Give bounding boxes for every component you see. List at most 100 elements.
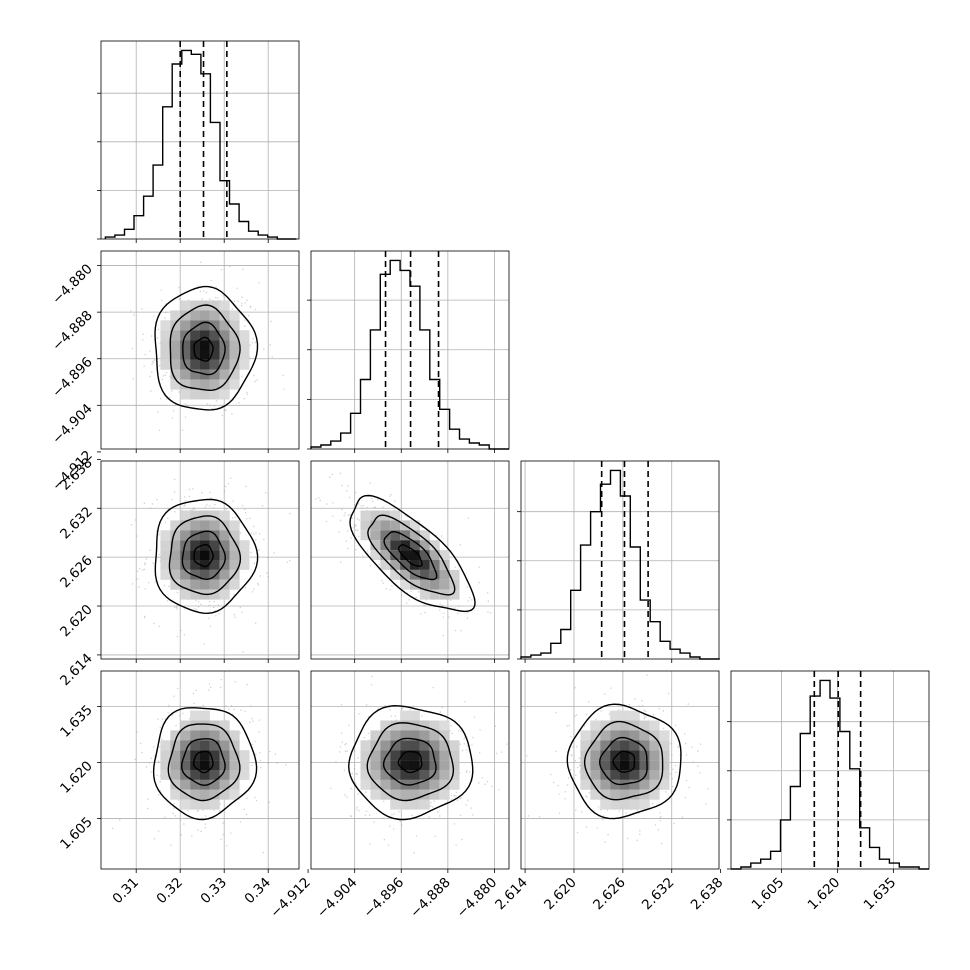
density-cell — [200, 379, 210, 390]
density-cell — [170, 750, 181, 761]
density-cell — [410, 720, 420, 731]
histogram-step-line — [310, 259, 509, 450]
density-cell — [209, 300, 220, 311]
density-cell — [429, 540, 440, 551]
density-cell — [639, 760, 650, 770]
density-cell — [360, 750, 371, 761]
density-cell — [180, 300, 191, 311]
density-cell — [209, 320, 220, 331]
density-cell — [390, 560, 401, 570]
density-cell — [239, 340, 250, 350]
density-cell — [380, 520, 391, 531]
density-cell — [639, 720, 650, 731]
density-cell — [400, 710, 410, 721]
density-cell — [590, 750, 601, 761]
density-cell — [200, 579, 210, 590]
density-cell — [219, 540, 230, 551]
density-cell — [170, 340, 181, 350]
density-cell — [410, 740, 420, 751]
density-cell — [160, 569, 171, 580]
density-cell — [449, 740, 460, 751]
density-cell — [419, 779, 430, 790]
panel-background — [101, 41, 299, 239]
density-cell — [390, 789, 401, 800]
density-cell — [449, 760, 460, 770]
density-cell — [429, 730, 440, 741]
density-cell — [200, 569, 210, 580]
density-cell — [400, 569, 410, 580]
density-cell — [209, 510, 220, 521]
density-cell — [180, 320, 191, 331]
density-cell — [190, 779, 200, 790]
density-cell — [170, 320, 181, 331]
density-cell — [659, 750, 670, 761]
density-cell — [200, 350, 210, 360]
density-cell — [410, 750, 420, 761]
density-cell — [610, 740, 620, 751]
density-cell — [200, 799, 210, 810]
density-cell — [600, 779, 611, 790]
contour-line-1 — [169, 304, 241, 392]
density-cell — [209, 799, 220, 810]
density-cell — [200, 789, 210, 800]
density-cell — [429, 720, 440, 731]
density-cell — [160, 530, 171, 541]
density-cell — [190, 379, 200, 390]
density-cell — [219, 589, 230, 600]
panel-frame — [520, 670, 720, 870]
density-cell — [190, 540, 200, 551]
density-cell — [659, 730, 670, 741]
density-cell — [219, 560, 230, 570]
density-cell — [229, 760, 240, 770]
density-cell — [370, 530, 381, 541]
density-cell — [239, 350, 250, 360]
density-cell — [370, 779, 381, 790]
density-cell — [449, 770, 460, 780]
density-cell — [410, 520, 420, 531]
histogram-panel-1 — [307, 250, 510, 450]
density-cell — [400, 579, 410, 590]
density-cell — [160, 560, 171, 570]
density-cell — [439, 750, 450, 761]
y-tick-label: 1.620 — [57, 758, 96, 797]
density-cell — [390, 740, 401, 751]
density-cell — [410, 550, 420, 560]
density-cell — [200, 330, 210, 341]
density-cell — [239, 560, 250, 570]
density-cell — [170, 579, 181, 590]
y-tick-label: −4.904 — [49, 401, 96, 448]
density-cell — [629, 770, 640, 780]
contour-line-0 — [154, 498, 259, 615]
density-cell — [170, 369, 181, 380]
density-cell — [229, 320, 240, 331]
contour-line-1 — [367, 514, 456, 596]
density-cell — [649, 760, 660, 770]
density-cell — [170, 330, 181, 341]
density-cell — [639, 750, 650, 761]
density-cell — [610, 779, 620, 790]
density-cell — [390, 779, 401, 790]
density-cell — [600, 750, 611, 761]
density-cell — [180, 510, 191, 521]
density-cell — [180, 520, 191, 531]
contour-line-1 — [583, 720, 664, 801]
density-cell — [160, 760, 171, 770]
density-cell — [659, 740, 670, 751]
contour-line-2 — [383, 530, 438, 581]
contour-line-2 — [598, 736, 648, 786]
density-cell — [580, 770, 591, 780]
density-cell — [639, 779, 650, 790]
density-cell — [580, 740, 591, 751]
density-cell — [659, 760, 670, 770]
density-cell — [190, 320, 200, 331]
density-cell — [209, 740, 220, 751]
contour-line-3 — [193, 336, 214, 362]
density-cell — [620, 779, 630, 790]
density-cell — [620, 770, 630, 780]
density-cell — [190, 560, 200, 570]
density-cell — [400, 770, 410, 780]
density-cell — [229, 369, 240, 380]
density-cell — [410, 730, 420, 741]
density-cell — [239, 540, 250, 551]
density-cell — [370, 770, 381, 780]
